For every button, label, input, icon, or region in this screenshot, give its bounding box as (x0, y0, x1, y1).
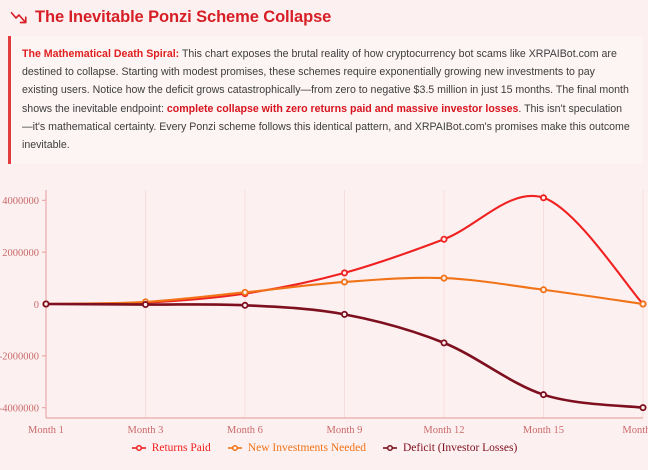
chart-legend: Returns Paid New Investments Needed Defici… (0, 442, 648, 454)
chart-data-point (241, 289, 249, 297)
chart-y-tick-label: 2000000 (2, 248, 39, 259)
chart-data-point (340, 311, 348, 319)
callout-lead: The Mathematical Death Spiral: (22, 48, 180, 60)
chart-decreasing-icon (10, 11, 27, 23)
chart-x-tick-label: Month 3 (128, 425, 164, 436)
legend-item[interactable]: New Investments Needed (227, 442, 366, 454)
chart-data-point (440, 236, 448, 244)
chart-x-tick-label: Month 6 (227, 425, 263, 436)
chart-x-tick-label: Month 9 (327, 425, 363, 436)
callout-body-2: . This isn't speculation—it's mathematic… (22, 102, 630, 152)
chart-x-tick-label: Month 15 (523, 425, 564, 436)
chart-data-point (540, 194, 548, 202)
legend-marker-icon (227, 445, 242, 452)
legend-item-label: Returns Paid (151, 442, 211, 455)
chart-data-point (42, 300, 50, 308)
legend-item[interactable]: Deficit (Investor Losses) (382, 442, 517, 454)
legend-item-label: New Investments Needed (247, 442, 366, 455)
chart-y-tick-label: -2000000 (0, 352, 39, 363)
legend-marker-icon (382, 445, 397, 452)
chart-data-point (141, 301, 149, 309)
legend-item-label: Deficit (Investor Losses) (402, 442, 518, 455)
ponzi-collapse-chart: 4000000 2000000 0 -2000000 -4000000 Month 1 Mo… (0, 178, 648, 446)
legend-item[interactable]: Returns Paid (131, 442, 211, 454)
chart-data-point (241, 302, 249, 310)
chart-data-point (340, 269, 348, 277)
chart-data-point (540, 391, 548, 399)
chart-x-tick-label: Month 12 (423, 425, 464, 436)
chart-x-tick-label: Month 18 (622, 425, 648, 436)
chart-data-point (639, 300, 647, 308)
chart-series (42, 300, 647, 412)
callout-emphasis: complete collapse with zero returns paid… (166, 102, 519, 115)
chart-data-point (639, 404, 647, 412)
chart-data-point (440, 274, 448, 282)
legend-marker-icon (131, 445, 146, 452)
page-title-row: The Inevitable Ponzi Scheme Collapse (0, 0, 648, 33)
callout-body-1: This chart exposes the brutal reality of… (22, 48, 629, 115)
chart-y-tick-label: -4000000 (0, 404, 39, 415)
death-spiral-callout: The Mathematical Death Spiral: This char… (8, 36, 642, 165)
chart-data-point (340, 278, 348, 286)
page-title: The Inevitable Ponzi Scheme Collapse (35, 8, 332, 26)
chart-data-point (440, 339, 448, 347)
callout-paragraph: The Mathematical Death Spiral: This char… (22, 45, 632, 154)
chart-y-tick-label: 0 (34, 300, 39, 311)
chart-y-tick-label: 4000000 (2, 196, 39, 207)
chart-x-tick-label: Month 1 (28, 425, 64, 436)
chart-data-point (540, 286, 548, 294)
chart-svg: 4000000 2000000 0 -2000000 -4000000 Month 1 Mo… (0, 190, 648, 436)
